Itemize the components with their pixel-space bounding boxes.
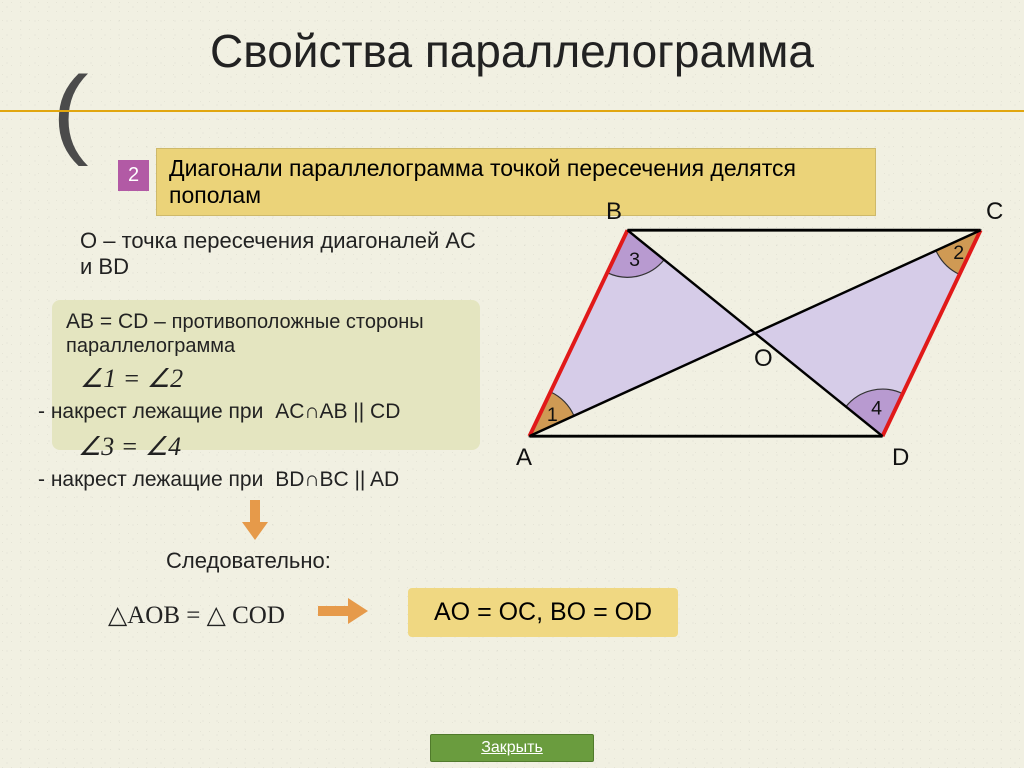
svg-text:4: 4 [871, 397, 882, 419]
cross-lying-2-pre: - накрест лежащие при [38, 468, 263, 491]
svg-text:3: 3 [629, 249, 640, 271]
result-equality: AO = OC, BO = OD [408, 588, 678, 637]
arrow-right-icon [318, 598, 368, 624]
proof-angle-34: ∠3 = ∠4 [78, 432, 181, 462]
vertex-label-o: O [754, 345, 773, 373]
proof-ab-cd: AB = CD – [66, 310, 166, 333]
triangle-equality: △AOB = △ COD [108, 600, 285, 630]
vertex-label-b: B [606, 198, 622, 226]
svg-text:2: 2 [953, 242, 964, 264]
close-button[interactable]: Закрыть [430, 734, 594, 762]
therefore-label: Следовательно: [166, 548, 331, 574]
proof-box: AB = CD – противоположные стороны паралл… [52, 300, 480, 450]
page-title: Свойства параллелограмма [210, 24, 814, 78]
svg-text:1: 1 [547, 404, 558, 426]
point-o-definition: O – точка пересечения диагоналей AC и BD [80, 228, 480, 280]
cross-lying-1-pre: - накрест лежащие при [38, 400, 263, 423]
proof-angle-12: ∠1 = ∠2 [80, 364, 466, 394]
accent-underline [0, 110, 1024, 112]
vertex-label-d: D [892, 444, 909, 472]
arrow-down-icon [242, 500, 268, 540]
property-number-badge: 2 [118, 160, 149, 191]
parallelogram-diagram: 1 2 3 4 A B C D O [500, 198, 1010, 488]
vertex-label-a: A [516, 444, 532, 472]
cross-lying-1-rel: AC∩AB || CD [275, 400, 400, 423]
cross-lying-2-rel: BD∩BC || AD [275, 468, 399, 491]
vertex-label-c: C [986, 198, 1003, 226]
